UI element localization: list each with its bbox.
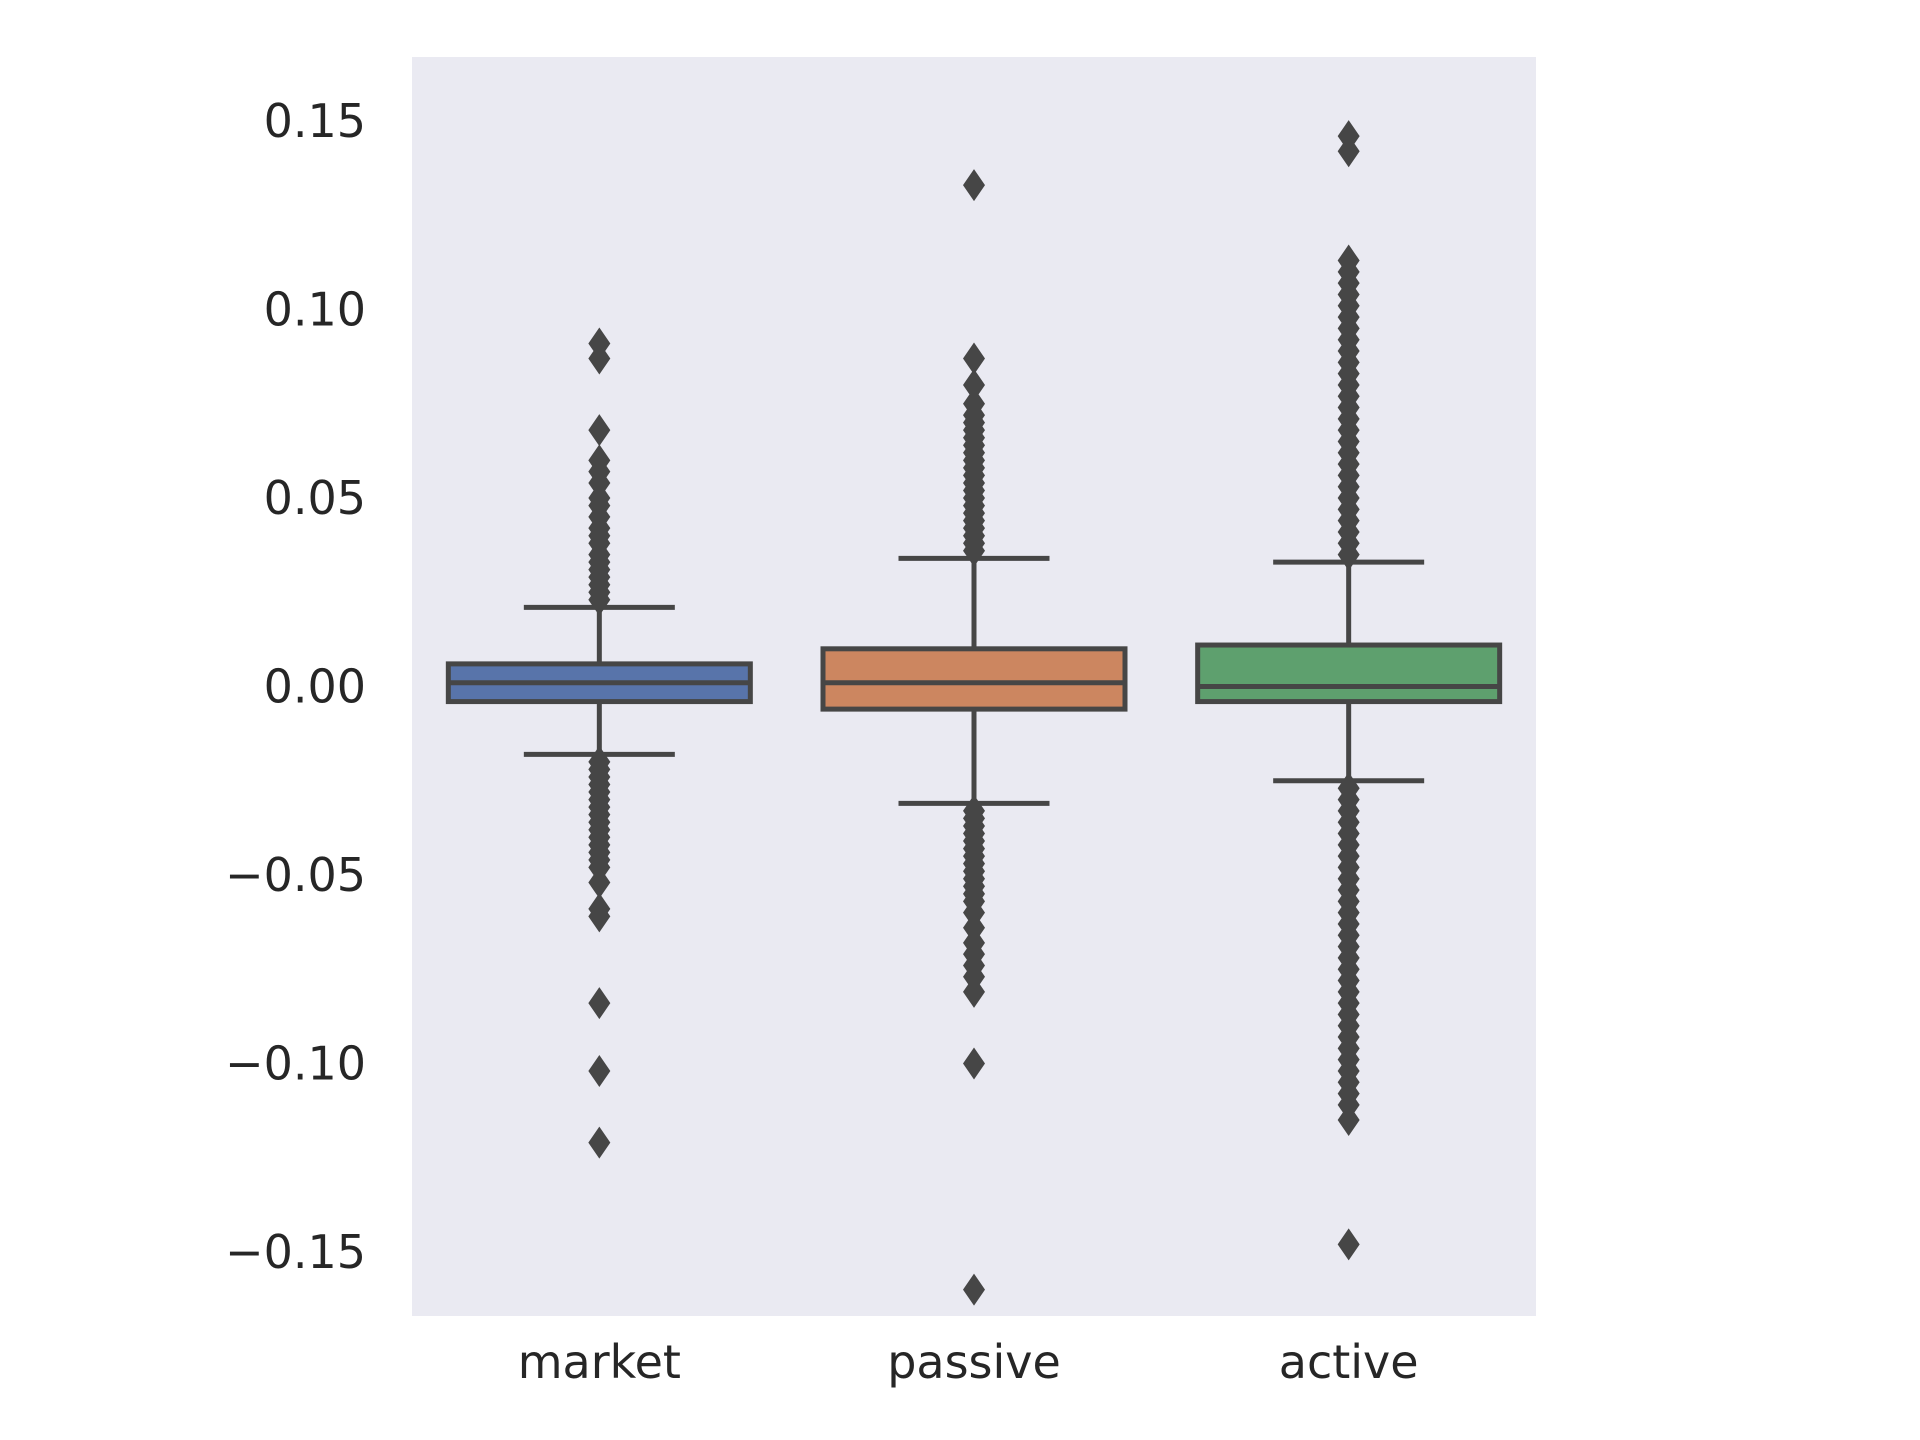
outlier-point-passive bbox=[963, 975, 985, 1008]
y-tick-label: 0.05 bbox=[264, 471, 366, 525]
box-market bbox=[445, 327, 753, 1159]
iqr-box-active bbox=[1195, 642, 1503, 705]
y-tick-label: −0.15 bbox=[225, 1225, 366, 1279]
y-axis-tick-labels: 0.15 0.10 0.05 0.00 −0.05 −0.10 −0.15 bbox=[225, 94, 366, 1279]
outlier-point-passive bbox=[963, 169, 985, 202]
outlier-point-passive bbox=[963, 342, 985, 375]
box-active bbox=[1195, 120, 1503, 1261]
outlier-point-active bbox=[1337, 244, 1360, 277]
box-passive bbox=[820, 169, 1128, 1306]
outlier-point-market bbox=[588, 987, 611, 1020]
y-tick-label: 0.15 bbox=[264, 94, 366, 148]
outlier-point-market bbox=[588, 327, 611, 360]
outlier-point-passive bbox=[963, 368, 985, 401]
outlier-point-passive bbox=[963, 387, 985, 420]
outlier-point-market bbox=[588, 414, 611, 447]
outlier-point-active bbox=[1337, 1103, 1360, 1136]
x-tick-label-market: market bbox=[518, 1335, 681, 1389]
boxes-layer bbox=[445, 120, 1503, 1306]
x-tick-label-passive: passive bbox=[887, 1335, 1061, 1389]
outlier-point-market bbox=[588, 1126, 611, 1159]
outlier-point-active bbox=[1337, 1228, 1360, 1261]
y-tick-label: 0.00 bbox=[264, 660, 366, 714]
outlier-point-market bbox=[588, 866, 611, 899]
outlier-point-market bbox=[588, 444, 611, 477]
outlier-point-passive bbox=[963, 1273, 985, 1306]
outlier-point-market bbox=[588, 1054, 611, 1087]
outlier-point-market bbox=[588, 900, 611, 933]
x-axis-tick-labels: market passive active bbox=[518, 1335, 1419, 1389]
y-tick-label: 0.10 bbox=[264, 283, 366, 337]
iqr-box-passive bbox=[820, 646, 1128, 712]
x-tick-label-active: active bbox=[1279, 1335, 1419, 1389]
y-tick-label: −0.10 bbox=[225, 1036, 366, 1090]
outlier-point-passive bbox=[963, 1047, 985, 1080]
outlier-point-active bbox=[1337, 120, 1360, 153]
y-tick-label: −0.05 bbox=[225, 848, 366, 902]
